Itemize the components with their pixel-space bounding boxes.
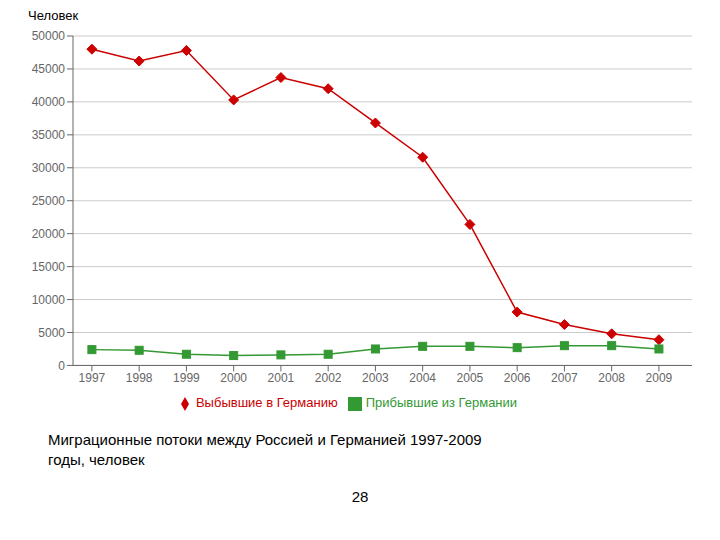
svg-text:1998: 1998 (126, 371, 153, 385)
svg-text:2006: 2006 (504, 371, 531, 385)
svg-text:5000: 5000 (38, 326, 65, 340)
html-text:Миграционные потоки между Росс: Миграционные потоки между Россией и Герм… (48, 431, 482, 448)
svg-text:0: 0 (58, 359, 65, 373)
svg-text:25000: 25000 (32, 194, 66, 208)
html-text:Прибывшие из Германии: Прибывшие из Германии (365, 395, 518, 411)
svg-text:35000: 35000 (32, 128, 66, 142)
svg-text:50000: 50000 (32, 29, 66, 43)
svg-text:2002: 2002 (315, 371, 342, 385)
svg-text:1997: 1997 (79, 371, 106, 385)
svg-text:10000: 10000 (32, 293, 66, 307)
svg-text:2001: 2001 (268, 371, 295, 385)
svg-text:2004: 2004 (409, 371, 436, 385)
html-text:Человек: Человек (28, 8, 79, 23)
svg-text:1999: 1999 (173, 371, 200, 385)
html-text:Выбывшие в Германию: Выбывшие в Германию (195, 395, 338, 411)
svg-text:2009: 2009 (646, 371, 673, 385)
svg-text:2005: 2005 (457, 371, 484, 385)
svg-text:15000: 15000 (32, 260, 66, 274)
svg-text:2000: 2000 (220, 371, 247, 385)
svg-text:2003: 2003 (362, 371, 389, 385)
svg-text:2008: 2008 (598, 371, 625, 385)
svg-text:40000: 40000 (32, 95, 66, 109)
svg-text:45000: 45000 (32, 62, 66, 76)
svg-text:20000: 20000 (32, 227, 66, 241)
svg-text:2007: 2007 (551, 371, 578, 385)
svg-text:30000: 30000 (32, 161, 66, 175)
html-text:годы, человек: годы, человек (48, 451, 145, 468)
html-text:28: 28 (351, 488, 369, 505)
